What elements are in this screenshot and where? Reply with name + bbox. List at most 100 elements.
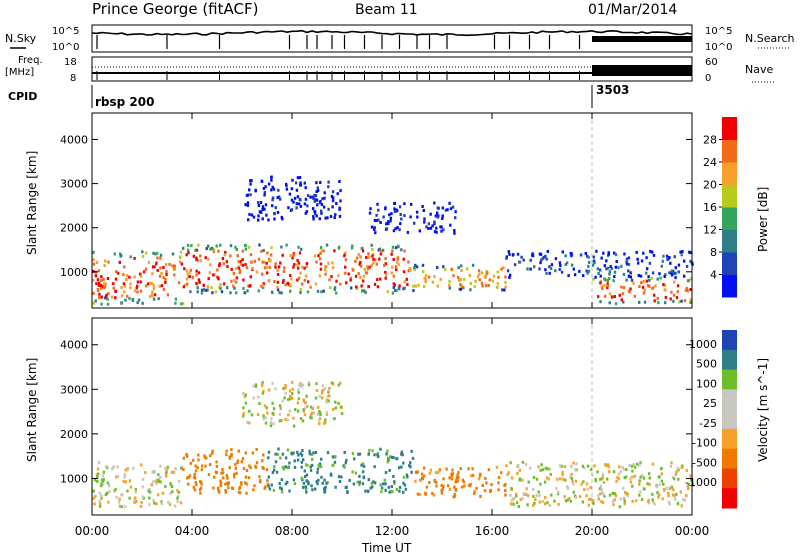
- velocity-cell-273: [383, 478, 386, 482]
- power-cell-457: [289, 289, 292, 293]
- power-cell-486: [394, 289, 397, 292]
- velocity-cell-520: [453, 492, 456, 496]
- power-cell-421: [383, 263, 386, 267]
- power-cell-540: [503, 288, 506, 292]
- power-cell-776: [281, 217, 284, 221]
- velocity-cell-499: [447, 484, 450, 488]
- velocity-cell-183: [215, 460, 218, 464]
- power-cell-422: [186, 272, 190, 276]
- velocity-cell-534: [415, 470, 418, 474]
- power-cell-249: [236, 254, 239, 258]
- power-cell-720: [285, 187, 289, 191]
- power-cell-766: [312, 207, 315, 211]
- power-cell-413: [372, 261, 375, 265]
- power-cell-638: [620, 285, 623, 289]
- velocity-cell-220: [254, 465, 258, 469]
- power-cell-1059: [539, 261, 542, 265]
- power-cell-1016: [663, 275, 666, 278]
- velocity-cell-632: [613, 498, 616, 502]
- velocity-cell-738: [617, 472, 621, 476]
- power-cell-66: [92, 258, 95, 262]
- power-cell-699: [316, 203, 319, 207]
- power-cell-196: [392, 274, 396, 278]
- power-cell-531: [460, 269, 463, 272]
- velocity-cell-728: [525, 492, 528, 496]
- power-cell-953: [683, 259, 686, 263]
- velocity-cell-378: [406, 475, 409, 479]
- power-cell-996: [637, 274, 640, 277]
- power-cell-620: [629, 287, 632, 291]
- velocity-cell-737: [563, 495, 566, 499]
- velocity-cell-197: [233, 472, 236, 476]
- power-cell-780: [276, 211, 280, 214]
- velocity-cell-308: [310, 463, 314, 467]
- power-cell-179: [276, 268, 279, 272]
- velocity-cell-48: [159, 475, 162, 479]
- velocity-cell-759: [546, 501, 549, 505]
- velocity-cell-23: [165, 474, 168, 478]
- power-cell-108: [114, 277, 118, 281]
- velocity-cell-166: [240, 482, 243, 486]
- power-cell-993: [679, 250, 682, 254]
- power-cell-679: [620, 298, 623, 302]
- velocity-cell-295: [380, 486, 384, 490]
- power-cell-704: [267, 218, 270, 222]
- power-cell-933: [680, 253, 683, 257]
- power-cell-742: [278, 195, 281, 199]
- power-cell-1003: [635, 250, 638, 254]
- power-cell-896: [399, 222, 402, 226]
- power-cell-545: [428, 275, 431, 279]
- velocity-cell-268: [300, 465, 303, 469]
- power-cell-109: [136, 301, 139, 305]
- velocity-cell-955: [302, 398, 305, 402]
- velocity-cell-37: [120, 493, 123, 497]
- velocity-cell-164: [225, 449, 228, 453]
- power-cell-100: [92, 250, 95, 254]
- velocity-cell-388: [315, 480, 318, 484]
- velocity-cell-951: [325, 400, 328, 404]
- power-cell-136: [98, 296, 101, 300]
- power-cell-224: [229, 244, 233, 248]
- power-cell-819: [336, 192, 339, 196]
- power-cell-737: [261, 217, 264, 221]
- power-cell-250: [350, 286, 353, 290]
- velocity-cell-159: [208, 463, 212, 467]
- freq-top-tick: 18: [64, 57, 77, 68]
- velocity-cell-165: [221, 468, 224, 471]
- power-cell-315: [207, 244, 210, 248]
- velocity-cell-684: [538, 500, 542, 504]
- power-cell-431: [394, 246, 398, 250]
- velocity-cell-640: [608, 470, 611, 474]
- power-cell-899: [440, 225, 443, 229]
- power-cell-1068: [670, 269, 673, 273]
- power-cell-137: [150, 292, 154, 296]
- power-cell-595: [653, 293, 656, 297]
- velocity-cell-940: [289, 396, 293, 400]
- power-cell-282: [365, 265, 369, 269]
- velocity-cell-32: [177, 490, 181, 494]
- velocity-cell-348: [332, 463, 335, 467]
- power-cell-957: [613, 251, 616, 255]
- velocity-cell-766: [604, 464, 608, 468]
- velocity-cell-55: [144, 471, 147, 475]
- velocity-cell-170: [239, 491, 242, 495]
- power-cell-910: [454, 216, 457, 220]
- power-cell-502: [244, 244, 247, 247]
- power-cell-848: [396, 226, 399, 230]
- power-cell-676: [659, 276, 662, 280]
- velocity-cell-838: [301, 383, 305, 387]
- power-cell-510: [269, 259, 272, 263]
- power-cell-152: [173, 273, 176, 277]
- power-cell-827: [389, 219, 392, 223]
- velocity-cell-364: [409, 465, 412, 469]
- power-cell-888: [370, 225, 374, 229]
- power-cell-138: [156, 256, 159, 260]
- power-cell-259: [376, 278, 379, 282]
- power-cell-956: [627, 274, 631, 278]
- power-cell-111: [151, 265, 155, 269]
- power-cell-321: [349, 276, 353, 280]
- velocity-cell-462: [440, 491, 444, 495]
- velocity-cell-472: [418, 493, 422, 496]
- power-cell-368: [216, 275, 219, 279]
- power-cell-94: [173, 266, 176, 270]
